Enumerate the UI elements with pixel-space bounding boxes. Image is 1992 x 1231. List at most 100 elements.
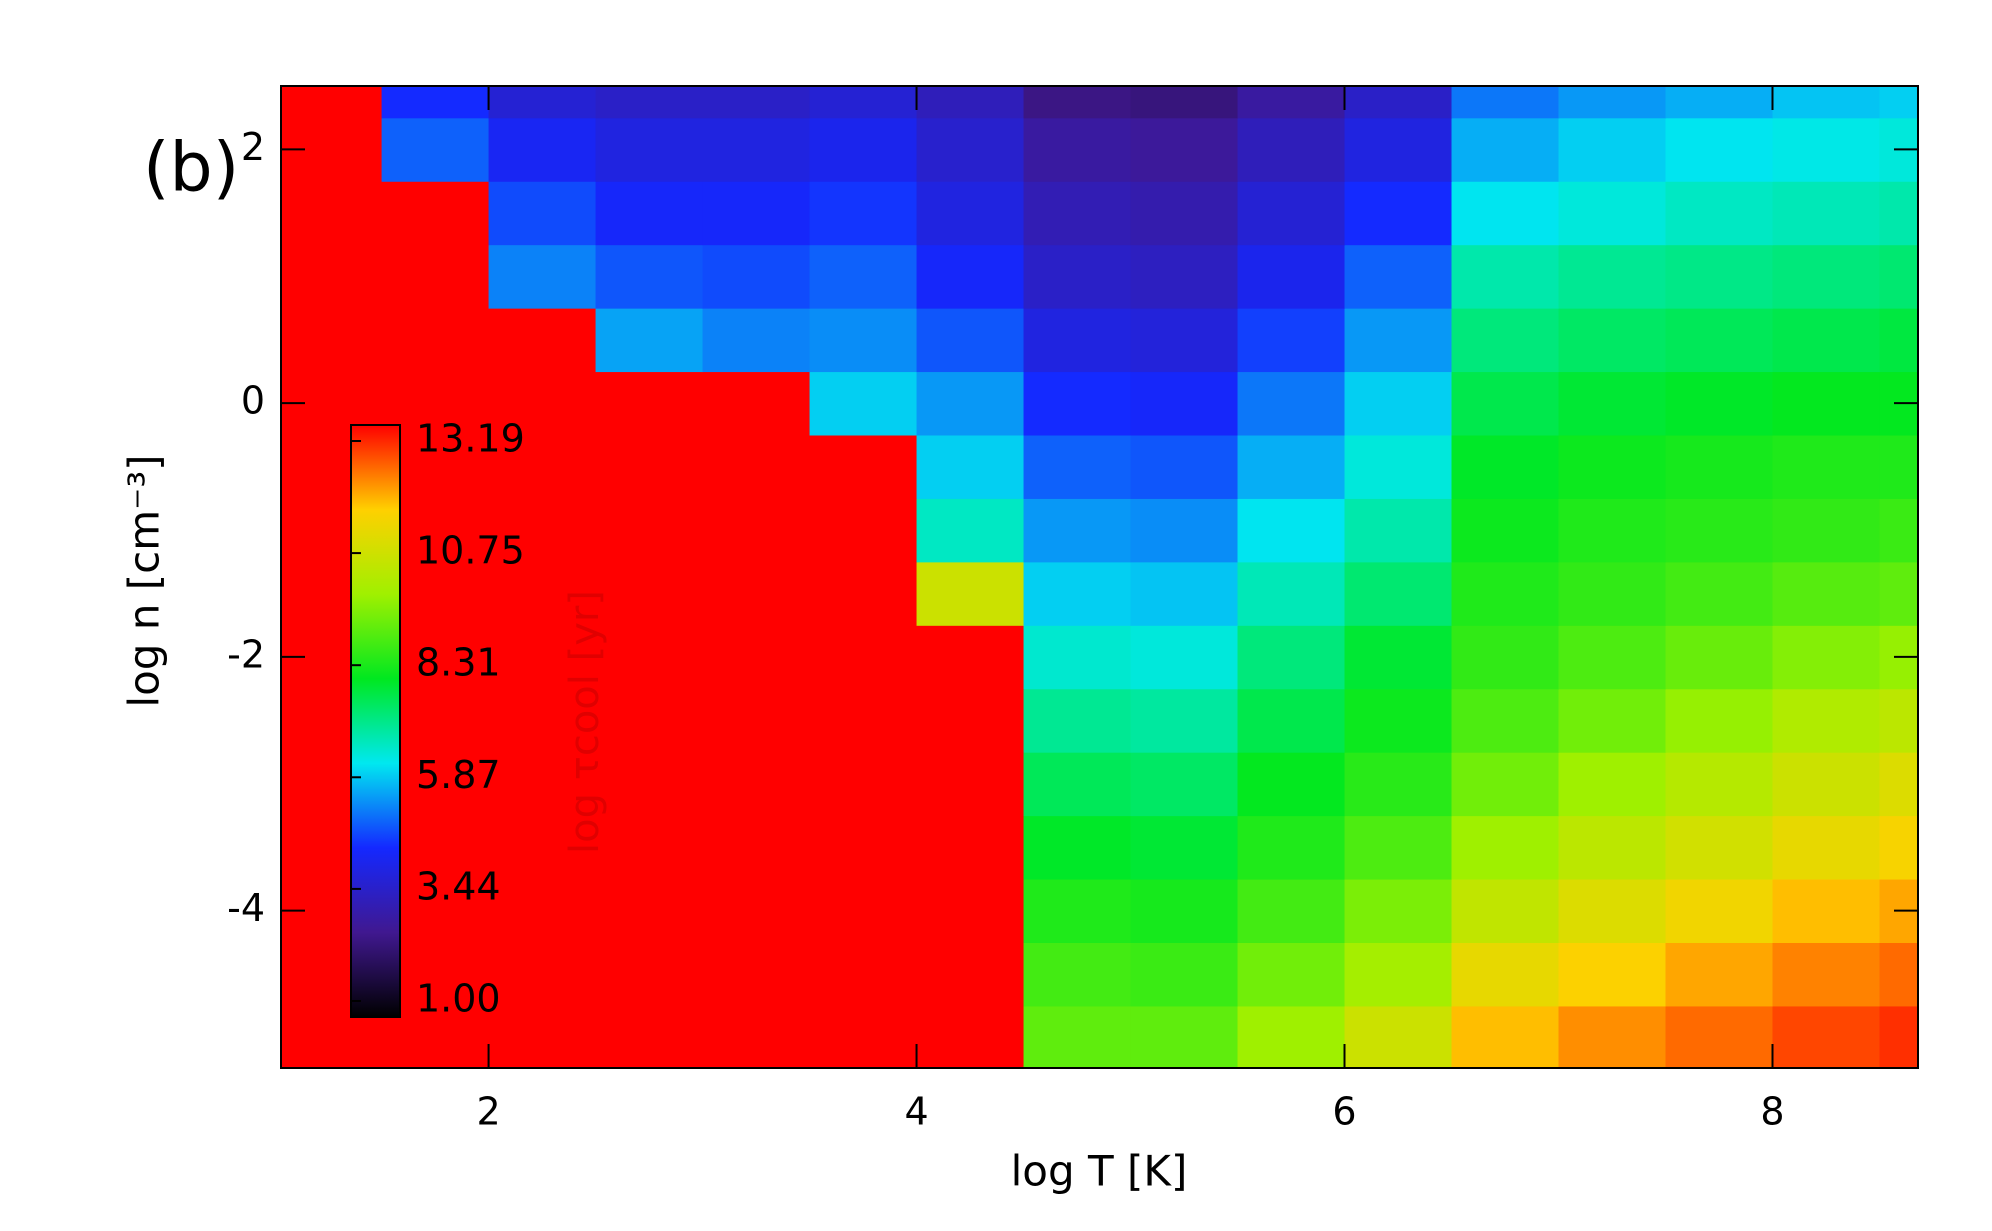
heat-cell: [1344, 117, 1453, 182]
colorbar-tick-label: 10.75: [416, 529, 525, 573]
heat-cell: [595, 244, 704, 309]
heat-cell: [1451, 878, 1560, 943]
colorbar-tick-label: 8.31: [416, 641, 501, 685]
heat-cell: [1558, 244, 1667, 309]
heat-cell: [1237, 1005, 1346, 1068]
heat-cell: [1344, 434, 1453, 499]
heat-cell: [488, 625, 597, 690]
heat-cell: [1451, 625, 1560, 690]
heat-cell: [488, 1005, 597, 1068]
heat-cell: [1023, 625, 1132, 690]
heat-cell: [488, 371, 597, 436]
heat-cell: [1772, 1005, 1881, 1068]
heat-cell: [1023, 434, 1132, 499]
heat-cell: [702, 561, 811, 626]
heat-cell: [1130, 561, 1239, 626]
heat-cell: [916, 86, 1025, 119]
heat-cell: [1772, 752, 1881, 817]
heat-cell: [1772, 625, 1881, 690]
heat-cell: [381, 308, 490, 373]
heat-cell: [1130, 1005, 1239, 1068]
heat-cell: [702, 434, 811, 499]
heat-cell: [809, 878, 918, 943]
heat-cell: [1023, 371, 1132, 436]
heat-cell: [1023, 86, 1132, 119]
heat-cell: [1344, 498, 1453, 563]
heat-cell: [1130, 815, 1239, 880]
heat-cell: [1344, 308, 1453, 373]
heat-cell: [916, 434, 1025, 499]
heat-cell: [1772, 878, 1881, 943]
heat-cell: [1451, 815, 1560, 880]
heat-cell: [1451, 688, 1560, 753]
heat-cell: [488, 752, 597, 817]
heat-cell: [1451, 434, 1560, 499]
heat-cell: [1879, 308, 1918, 373]
heat-cell: [809, 371, 918, 436]
heat-cell: [1023, 878, 1132, 943]
colorbar-tick-label: 1.00: [416, 977, 501, 1021]
heat-cell: [1558, 815, 1667, 880]
heat-cell: [595, 181, 704, 246]
heat-cell: [1772, 561, 1881, 626]
heat-cell: [1772, 498, 1881, 563]
heat-cell: [488, 308, 597, 373]
heat-cell: [488, 498, 597, 563]
heat-cell: [595, 625, 704, 690]
heat-cell: [1772, 434, 1881, 499]
heat-cell: [1558, 561, 1667, 626]
heat-cell: [595, 752, 704, 817]
heat-cell: [1879, 86, 1918, 119]
heat-cell: [1130, 86, 1239, 119]
heat-cell: [916, 371, 1025, 436]
heat-cell: [1665, 625, 1774, 690]
heat-cell: [702, 942, 811, 1007]
colorbar-tick-label: 13.19: [416, 417, 525, 461]
heat-cell: [1772, 117, 1881, 182]
heat-cell: [1772, 688, 1881, 753]
heat-cell: [916, 117, 1025, 182]
heat-cell: [1237, 117, 1346, 182]
heat-cell: [1023, 752, 1132, 817]
heat-cell: [1023, 181, 1132, 246]
heat-cell: [1879, 561, 1918, 626]
heat-cell: [595, 308, 704, 373]
heat-cell: [702, 752, 811, 817]
heat-cell: [1772, 942, 1881, 1007]
heat-cell: [1879, 752, 1918, 817]
heat-cell: [1130, 434, 1239, 499]
heat-cell: [1665, 752, 1774, 817]
heat-cell: [809, 498, 918, 563]
heat-cell: [1665, 181, 1774, 246]
heat-cell: [702, 244, 811, 309]
heat-cell: [595, 878, 704, 943]
heat-cell: [1130, 625, 1239, 690]
heat-cell: [1237, 86, 1346, 119]
heat-cell: [1344, 688, 1453, 753]
heat-cell: [1023, 1005, 1132, 1068]
heat-cell: [595, 498, 704, 563]
heat-cell: [809, 688, 918, 753]
heat-cell: [1237, 371, 1346, 436]
heat-cell: [1451, 942, 1560, 1007]
heat-cell: [1451, 498, 1560, 563]
heat-cell: [381, 117, 490, 182]
heat-cell: [702, 498, 811, 563]
colorbar-tick-label: 5.87: [416, 753, 501, 797]
heat-cell: [488, 117, 597, 182]
heat-cell: [1237, 688, 1346, 753]
heat-cell: [809, 244, 918, 309]
heat-cell: [1237, 878, 1346, 943]
heat-cell: [1237, 244, 1346, 309]
heat-cell: [595, 371, 704, 436]
heat-cell: [1023, 942, 1132, 1007]
heat-cell: [1237, 181, 1346, 246]
heat-cell: [488, 86, 597, 119]
heat-cell: [1879, 244, 1918, 309]
heat-cell: [1451, 86, 1560, 119]
heat-cell: [1130, 498, 1239, 563]
heat-cell: [1665, 688, 1774, 753]
heat-cell: [1344, 244, 1453, 309]
colorbar-label: log τcool [yr]: [562, 590, 608, 854]
